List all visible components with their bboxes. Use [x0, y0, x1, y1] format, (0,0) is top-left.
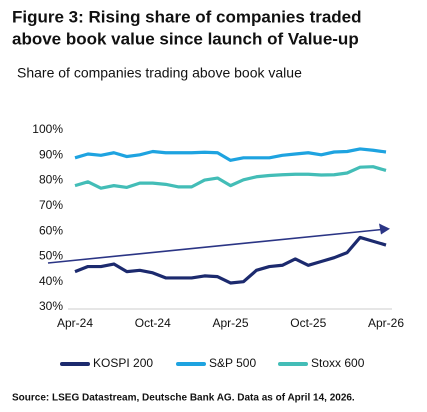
y-tick-label: 70%: [39, 198, 63, 212]
y-tick-label: 90%: [39, 147, 63, 161]
chart-title: Figure 3: Rising share of companies trad…: [12, 7, 362, 26]
trend-arrowhead: [379, 223, 390, 235]
legend-label: KOSPI 200: [93, 356, 153, 370]
x-tick-label: Apr-24: [57, 316, 93, 330]
series-line: [74, 165, 387, 190]
y-tick-label: 40%: [39, 274, 63, 288]
x-tick-label: Oct-25: [290, 316, 326, 330]
legend-label: Stoxx 600: [311, 356, 365, 370]
series-line: [74, 235, 387, 285]
y-tick-label: 60%: [39, 223, 63, 237]
legend-label: S&P 500: [209, 356, 256, 370]
y-tick-label: 50%: [39, 249, 63, 263]
trend-arrow: [47, 228, 383, 264]
source-note: Source: LSEG Datastream, Deutsche Bank A…: [12, 393, 355, 404]
x-tick-label: Apr-26: [368, 316, 404, 330]
x-tick-label: Apr-25: [212, 316, 248, 330]
y-tick-label: 30%: [39, 299, 63, 313]
y-tick-label: 100%: [32, 122, 63, 136]
chart-title: above book value since launch of Value-u…: [12, 29, 359, 48]
chart-subtitle: Share of companies trading above book va…: [17, 65, 302, 81]
y-tick-label: 80%: [39, 173, 63, 187]
series-line: [74, 147, 387, 162]
x-tick-label: Oct-24: [135, 316, 171, 330]
